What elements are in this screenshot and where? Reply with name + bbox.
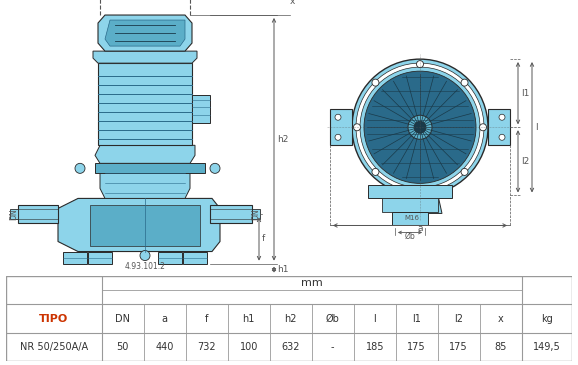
Polygon shape (98, 15, 192, 51)
Circle shape (480, 124, 487, 131)
Text: DN: DN (251, 209, 261, 220)
Circle shape (461, 79, 468, 86)
Polygon shape (210, 205, 252, 223)
Circle shape (408, 115, 432, 139)
Polygon shape (100, 168, 190, 199)
Text: 50: 50 (117, 342, 129, 352)
Polygon shape (63, 251, 87, 264)
Text: a: a (162, 314, 168, 324)
Text: mm: mm (301, 278, 323, 288)
Text: l: l (535, 123, 538, 132)
Text: f: f (262, 234, 265, 243)
Polygon shape (158, 251, 182, 264)
Text: f: f (205, 314, 209, 324)
Text: h2: h2 (277, 135, 288, 144)
Polygon shape (58, 199, 220, 251)
Polygon shape (398, 195, 442, 214)
Text: h1: h1 (277, 265, 288, 274)
Text: DN: DN (116, 314, 131, 324)
Text: l1: l1 (412, 314, 421, 324)
Text: -: - (331, 342, 335, 352)
Polygon shape (252, 210, 260, 219)
Text: M16: M16 (405, 215, 420, 222)
Text: 440: 440 (155, 342, 174, 352)
Circle shape (354, 124, 361, 131)
Polygon shape (382, 199, 438, 212)
Polygon shape (90, 205, 200, 246)
Polygon shape (98, 63, 192, 145)
Text: 732: 732 (198, 342, 216, 352)
Text: l1: l1 (521, 89, 529, 98)
Circle shape (356, 63, 484, 191)
Polygon shape (93, 51, 197, 63)
Text: x: x (498, 314, 503, 324)
Polygon shape (330, 109, 352, 145)
FancyBboxPatch shape (192, 95, 210, 123)
Text: DN: DN (9, 209, 18, 220)
Polygon shape (88, 251, 112, 264)
Polygon shape (18, 205, 58, 223)
Polygon shape (95, 145, 195, 164)
Circle shape (499, 134, 505, 140)
Circle shape (417, 61, 424, 68)
Text: x: x (290, 0, 295, 6)
Text: h2: h2 (284, 314, 297, 324)
Polygon shape (183, 251, 207, 264)
Circle shape (140, 250, 150, 261)
Circle shape (417, 187, 424, 194)
Circle shape (414, 121, 426, 133)
Circle shape (335, 134, 341, 140)
Circle shape (461, 168, 468, 176)
Circle shape (352, 59, 488, 195)
Text: 100: 100 (240, 342, 258, 352)
Text: kg: kg (541, 314, 553, 324)
Polygon shape (105, 20, 185, 46)
Text: Øb: Øb (405, 231, 416, 241)
Polygon shape (368, 185, 452, 199)
Text: 149,5: 149,5 (533, 342, 561, 352)
Circle shape (75, 164, 85, 173)
Text: 632: 632 (281, 342, 300, 352)
Text: Øb: Øb (326, 314, 340, 324)
Polygon shape (95, 164, 205, 173)
Text: TIPO: TIPO (39, 314, 68, 324)
Circle shape (335, 114, 341, 120)
Text: l2: l2 (521, 157, 529, 166)
Text: 85: 85 (494, 342, 507, 352)
Polygon shape (488, 109, 510, 145)
Polygon shape (10, 210, 18, 219)
Text: NR 50/250A/A: NR 50/250A/A (20, 342, 88, 352)
Text: l2: l2 (454, 314, 463, 324)
Text: a: a (417, 224, 423, 234)
Circle shape (360, 67, 480, 187)
Text: 175: 175 (449, 342, 468, 352)
Circle shape (372, 79, 379, 86)
Text: 175: 175 (407, 342, 426, 352)
Circle shape (210, 164, 220, 173)
Text: 185: 185 (365, 342, 384, 352)
Text: 4.93.101.2: 4.93.101.2 (125, 262, 165, 270)
Circle shape (499, 114, 505, 120)
Polygon shape (392, 212, 428, 226)
Text: l: l (373, 314, 376, 324)
Circle shape (364, 71, 476, 183)
Text: h1: h1 (243, 314, 255, 324)
Circle shape (372, 168, 379, 176)
